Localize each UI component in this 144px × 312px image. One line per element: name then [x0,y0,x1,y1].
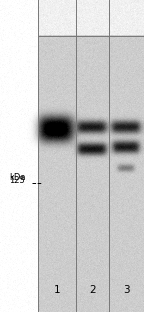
Text: 125: 125 [9,176,25,185]
Text: 1: 1 [54,285,60,295]
Text: 2: 2 [90,285,96,295]
Text: 3: 3 [123,285,130,295]
Text: kDa: kDa [9,173,25,182]
